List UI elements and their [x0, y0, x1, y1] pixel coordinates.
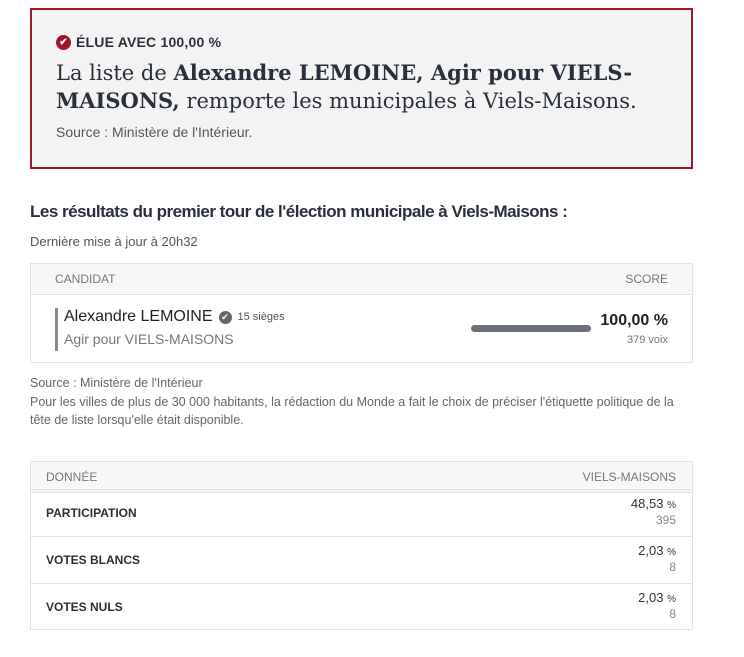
column-header: DONNÉE	[46, 470, 98, 484]
score-label: 100,00 %	[600, 312, 668, 329]
column-header: VIELS-MAISONS	[582, 470, 676, 484]
heading: Les résultats du premier tour de l'élect…	[30, 202, 568, 221]
result-banner: ✔ ÉLUE AVEC 100,00 % La liste de Alexandr…	[30, 8, 693, 169]
score: 100,00 % 379 voix	[600, 312, 668, 346]
headline: La liste de Alexandre LEMOINE, Agir pour…	[56, 59, 656, 115]
notes-source: Source : Ministère de l'Intérieur	[30, 376, 203, 390]
table-row: VOTES BLANCS 2,03 % 8	[31, 536, 692, 583]
headline-bold: Alexandre LEMOINE, Agir pour VIELS-MAISO…	[56, 60, 633, 113]
percent-value: 2,03	[638, 590, 664, 605]
percent: 2,03 %	[638, 543, 676, 558]
row-value: 48,53 % 395	[631, 496, 676, 527]
score-bar	[471, 325, 591, 332]
percent-value: 48,53	[630, 496, 664, 511]
table-header: DONNÉE VIELS-MAISONS	[31, 462, 692, 493]
row-label: VOTES BLANCS	[46, 553, 141, 567]
notes: Source : Ministère de l'Intérieur Pour l…	[30, 374, 690, 430]
percent: 2,03 %	[638, 590, 676, 605]
results-table: CANDIDAT SCORE Alexandre LEMOINE ✔ 15 sièg…	[30, 263, 693, 363]
candidate-name-row: Alexandre LEMOINE ✔ 15 sièges	[64, 308, 285, 326]
count: 395	[655, 513, 676, 527]
list-name: Agir pour VIELS-MAISONS	[64, 331, 234, 347]
table-row: VOTES NULS 2,03 % 8	[31, 583, 692, 630]
column-header: CANDIDAT	[55, 272, 116, 286]
check-icon: ✔	[56, 34, 71, 50]
percent-unit: %	[667, 594, 676, 605]
row-label: PARTICIPATION	[46, 506, 137, 520]
votes: 379 voix	[627, 334, 668, 346]
table-row: PARTICIPATION 48,53 % 395	[31, 489, 692, 536]
data-table: DONNÉE VIELS-MAISONS PARTICIPATION 48,53 …	[30, 461, 693, 630]
check-icon: ✔	[218, 310, 232, 324]
count: 8	[669, 607, 676, 621]
row-label: VOTES NULS	[46, 600, 123, 614]
table-header: CANDIDAT SCORE	[31, 264, 692, 295]
score-bar-track	[471, 325, 591, 332]
source: Source : Ministère de l'Intérieur.	[56, 124, 253, 140]
notes-text: Pour les villes de plus de 30 000 habita…	[30, 394, 674, 428]
badge-text: ÉLUE AVEC 100,00 %	[76, 34, 222, 50]
percent-unit: %	[667, 500, 676, 511]
headline-text: remporte les municipales à Viels-Maisons…	[179, 89, 637, 113]
percent: 48,53 %	[631, 496, 676, 511]
updated: Dernière mise à jour à 20h32	[30, 234, 198, 249]
candidate: Alexandre LEMOINE ✔ 15 sièges Agir pour VI…	[55, 308, 285, 351]
percent-value: 2,03	[638, 543, 664, 558]
candidate-name: Alexandre LEMOINE	[64, 308, 213, 325]
percent-unit: %	[667, 547, 676, 558]
badge: ✔ ÉLUE AVEC 100,00 %	[56, 34, 221, 50]
row-value: 2,03 % 8	[638, 543, 676, 574]
column-header: SCORE	[625, 272, 668, 286]
row-value: 2,03 % 8	[638, 590, 676, 621]
count: 8	[669, 560, 676, 574]
headline-text: La liste de	[56, 61, 174, 85]
seats: 15 sièges	[237, 311, 285, 323]
